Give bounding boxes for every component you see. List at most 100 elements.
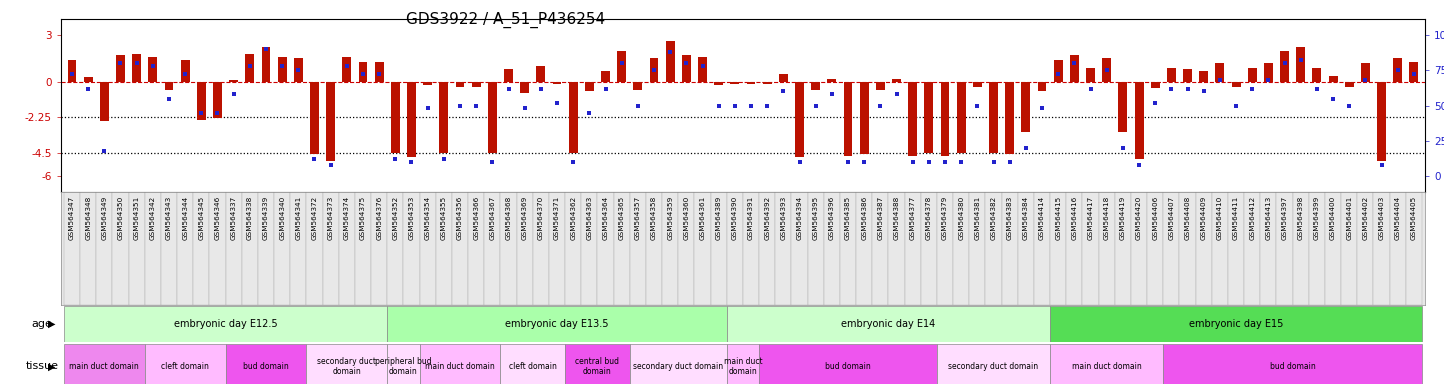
Bar bbox=[1360, 63, 1370, 82]
Text: GSM564348: GSM564348 bbox=[85, 195, 91, 240]
Bar bbox=[1196, 192, 1212, 305]
Bar bbox=[160, 192, 178, 305]
Bar bbox=[1119, 82, 1128, 132]
Point bbox=[449, 103, 472, 109]
Point bbox=[400, 159, 423, 165]
Point bbox=[1289, 57, 1313, 63]
Bar bbox=[924, 82, 933, 153]
Bar bbox=[1002, 192, 1018, 305]
Bar bbox=[536, 66, 546, 82]
Bar bbox=[877, 82, 885, 90]
Bar bbox=[245, 54, 254, 82]
Point bbox=[966, 103, 989, 109]
Text: GSM564417: GSM564417 bbox=[1087, 195, 1093, 240]
Bar bbox=[501, 192, 517, 305]
Bar bbox=[796, 82, 804, 157]
Text: GSM564376: GSM564376 bbox=[375, 195, 383, 240]
Point bbox=[530, 86, 553, 92]
Text: GSM564346: GSM564346 bbox=[215, 195, 221, 240]
Bar bbox=[1167, 68, 1175, 82]
Bar bbox=[679, 192, 695, 305]
Bar bbox=[1389, 192, 1406, 305]
Point bbox=[142, 63, 165, 69]
Bar bbox=[403, 192, 420, 305]
Text: GSM564403: GSM564403 bbox=[1379, 195, 1385, 240]
Text: GSM564354: GSM564354 bbox=[425, 195, 430, 240]
Text: GSM564341: GSM564341 bbox=[296, 195, 302, 240]
Point bbox=[658, 49, 682, 55]
Bar bbox=[214, 82, 222, 118]
Bar bbox=[1308, 192, 1326, 305]
Text: GSM564401: GSM564401 bbox=[1346, 195, 1352, 240]
Bar bbox=[1183, 70, 1191, 82]
Text: GSM564419: GSM564419 bbox=[1121, 195, 1126, 240]
Bar bbox=[165, 82, 173, 90]
Bar bbox=[1066, 192, 1083, 305]
Text: GSM564398: GSM564398 bbox=[1298, 195, 1304, 240]
Point bbox=[562, 159, 585, 165]
Bar bbox=[973, 82, 982, 87]
Text: embryonic day E13.5: embryonic day E13.5 bbox=[505, 319, 609, 329]
Bar bbox=[807, 192, 823, 305]
Bar bbox=[504, 70, 513, 82]
Bar bbox=[840, 192, 856, 305]
Bar bbox=[533, 192, 549, 305]
Bar bbox=[374, 61, 384, 82]
Bar bbox=[856, 192, 872, 305]
Bar bbox=[634, 82, 643, 90]
Bar bbox=[1212, 192, 1227, 305]
Bar bbox=[1102, 58, 1112, 82]
Bar bbox=[468, 192, 484, 305]
Bar bbox=[1344, 82, 1353, 87]
Point bbox=[1175, 86, 1199, 92]
Bar bbox=[1038, 82, 1047, 91]
Text: cleft domain: cleft domain bbox=[508, 362, 557, 371]
Point bbox=[92, 148, 116, 154]
Bar bbox=[762, 82, 771, 84]
Text: GSM564385: GSM564385 bbox=[845, 195, 851, 240]
Text: GSM564413: GSM564413 bbox=[1265, 195, 1271, 240]
Text: GSM564347: GSM564347 bbox=[69, 195, 75, 240]
Bar bbox=[196, 82, 205, 120]
Point bbox=[1274, 60, 1297, 66]
Text: ▶: ▶ bbox=[48, 319, 55, 329]
Bar bbox=[1248, 68, 1256, 82]
Text: GSM564353: GSM564353 bbox=[409, 195, 414, 240]
Bar bbox=[598, 192, 614, 305]
Bar bbox=[1151, 82, 1160, 88]
Bar bbox=[310, 82, 319, 154]
Point bbox=[1386, 67, 1409, 73]
Bar bbox=[64, 192, 79, 305]
Bar bbox=[601, 71, 609, 82]
Bar bbox=[663, 192, 679, 305]
Bar bbox=[1034, 192, 1050, 305]
Point bbox=[723, 103, 747, 109]
Text: GSM564350: GSM564350 bbox=[117, 195, 124, 240]
Bar bbox=[1050, 306, 1422, 342]
Bar bbox=[387, 344, 420, 384]
Bar bbox=[1083, 192, 1099, 305]
Bar bbox=[747, 82, 755, 84]
Bar bbox=[1245, 192, 1261, 305]
Point bbox=[1128, 162, 1151, 168]
Bar bbox=[79, 192, 97, 305]
Text: GSM564360: GSM564360 bbox=[683, 195, 689, 240]
Bar bbox=[277, 57, 286, 82]
Point bbox=[270, 63, 293, 69]
Bar bbox=[582, 192, 598, 305]
Text: GSM564384: GSM564384 bbox=[1022, 195, 1030, 240]
Text: GSM564410: GSM564410 bbox=[1217, 195, 1223, 240]
Text: GSM564361: GSM564361 bbox=[699, 195, 706, 240]
Point bbox=[1031, 105, 1054, 111]
Bar bbox=[420, 344, 501, 384]
Point bbox=[497, 86, 520, 92]
Point bbox=[1112, 145, 1135, 151]
Point bbox=[1256, 77, 1279, 83]
Bar bbox=[1264, 63, 1272, 82]
Point bbox=[1144, 100, 1167, 106]
Bar bbox=[129, 192, 144, 305]
Bar bbox=[355, 192, 371, 305]
Text: GSM564409: GSM564409 bbox=[1201, 195, 1207, 240]
Bar bbox=[484, 192, 501, 305]
Text: GSM564372: GSM564372 bbox=[312, 195, 318, 240]
